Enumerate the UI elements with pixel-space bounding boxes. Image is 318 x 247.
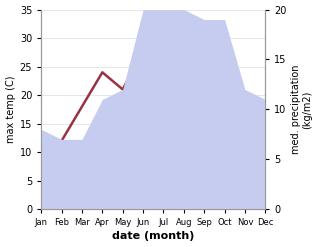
Y-axis label: med. precipitation
(kg/m2): med. precipitation (kg/m2) [291, 65, 313, 154]
Y-axis label: max temp (C): max temp (C) [5, 76, 16, 143]
X-axis label: date (month): date (month) [112, 231, 194, 242]
